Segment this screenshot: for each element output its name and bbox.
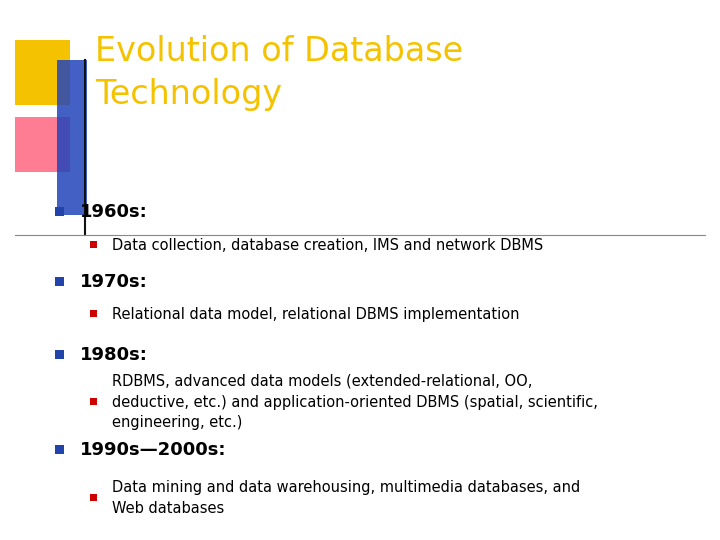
- Text: RDBMS, advanced data models (extended-relational, OO,
deductive, etc.) and appli: RDBMS, advanced data models (extended-re…: [112, 374, 598, 430]
- Text: Evolution of Database: Evolution of Database: [95, 35, 463, 68]
- Bar: [90, 494, 97, 501]
- Text: 1960s:: 1960s:: [80, 203, 148, 221]
- Text: Data collection, database creation, IMS and network DBMS: Data collection, database creation, IMS …: [112, 238, 544, 253]
- Bar: [90, 310, 97, 317]
- Bar: [57, 60, 87, 215]
- Text: 1990s—2000s:: 1990s—2000s:: [80, 441, 227, 459]
- Bar: [15, 117, 70, 172]
- Text: Data mining and data warehousing, multimedia databases, and
Web databases: Data mining and data warehousing, multim…: [112, 480, 580, 516]
- Text: Technology: Technology: [95, 78, 282, 111]
- Bar: [55, 445, 64, 454]
- Bar: [55, 207, 64, 216]
- Text: 1980s:: 1980s:: [80, 346, 148, 364]
- Bar: [55, 350, 64, 359]
- Bar: [15, 40, 70, 105]
- Bar: [90, 241, 97, 248]
- Bar: [90, 398, 97, 405]
- Text: 1970s:: 1970s:: [80, 273, 148, 291]
- Bar: [55, 277, 64, 286]
- Text: Relational data model, relational DBMS implementation: Relational data model, relational DBMS i…: [112, 307, 520, 321]
